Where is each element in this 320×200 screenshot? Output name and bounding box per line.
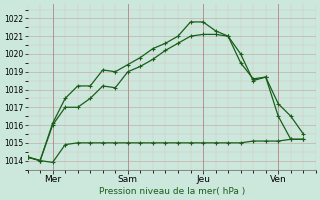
X-axis label: Pression niveau de la mer( hPa ): Pression niveau de la mer( hPa ): [99, 187, 245, 196]
